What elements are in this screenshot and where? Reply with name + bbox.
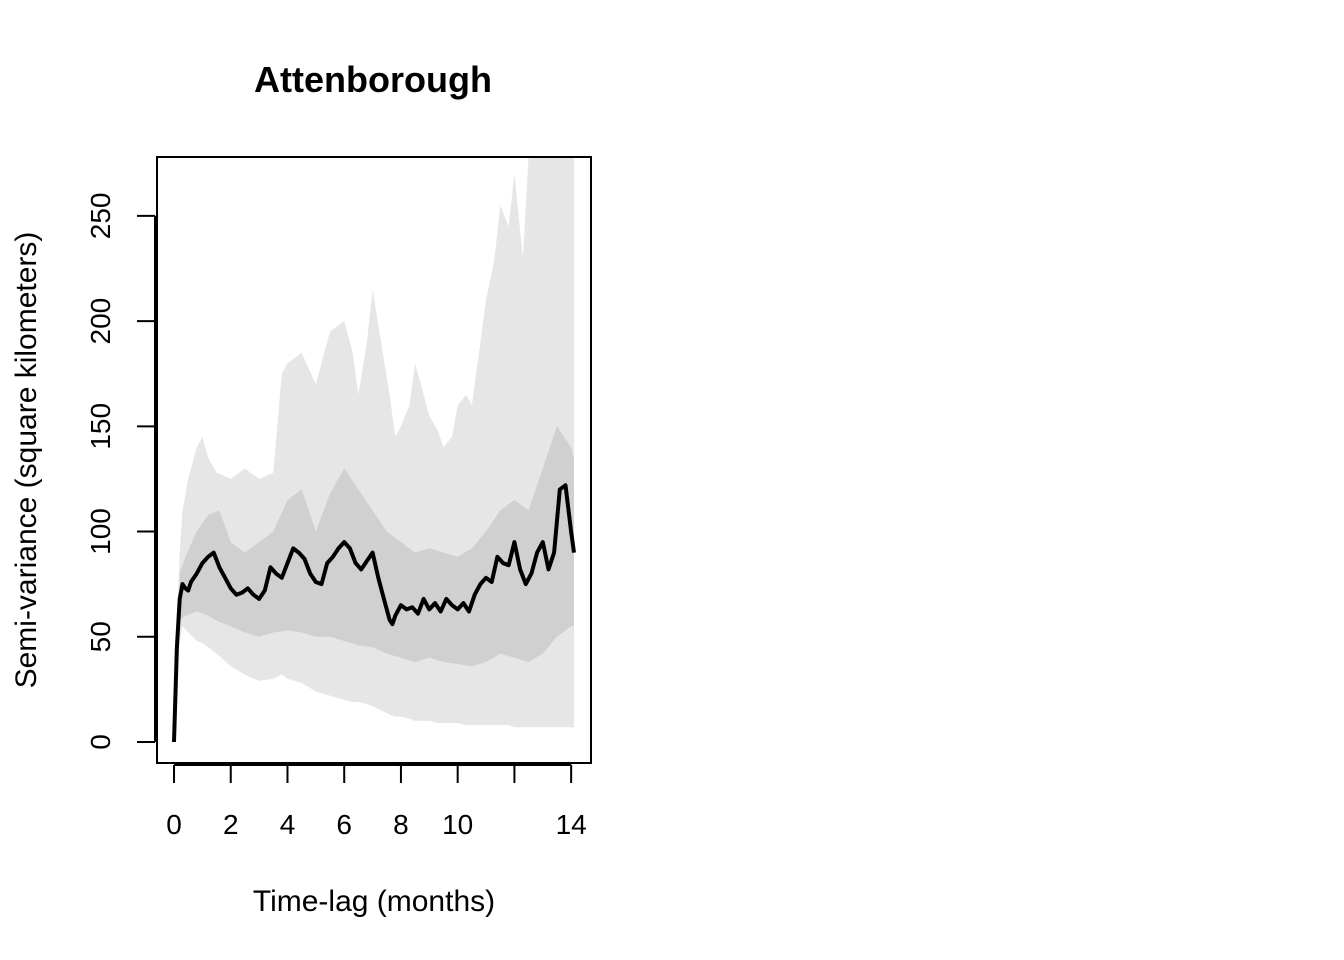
confidence-bands — [174, 157, 574, 742]
x-tick-label: 0 — [166, 809, 182, 840]
x-tick-label: 14 — [556, 809, 587, 840]
y-axis-label: Semi-variance (square kilometers) — [10, 232, 43, 689]
y-axis: 0 50 100 150 200 250 — [85, 193, 156, 750]
plot-area-frame — [156, 156, 592, 764]
x-axis: 0 2 4 6 8 10 14 — [166, 764, 587, 840]
x-tick-label: 6 — [336, 809, 352, 840]
y-tick-label: 50 — [85, 621, 116, 652]
x-tick-label: 10 — [442, 809, 473, 840]
x-tick-label: 4 — [280, 809, 296, 840]
y-tick-label: 0 — [85, 734, 116, 750]
y-tick-label: 200 — [85, 298, 116, 345]
semivariance-line-group — [172, 483, 576, 743]
semivariance-line — [172, 483, 576, 743]
y-tick-label: 150 — [85, 403, 116, 450]
chart-title: Attenborough — [254, 59, 492, 100]
x-tick-label: 8 — [393, 809, 409, 840]
inner-confidence-band — [174, 426, 574, 742]
y-tick-label: 100 — [85, 508, 116, 555]
y-tick-label: 250 — [85, 193, 116, 240]
x-axis-label: Time-lag (months) — [253, 885, 495, 918]
x-tick-label: 2 — [223, 809, 239, 840]
